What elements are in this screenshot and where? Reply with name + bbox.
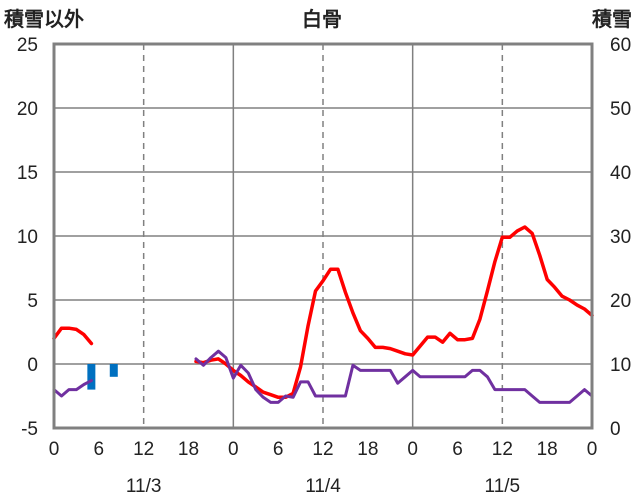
plot-border [52,42,594,430]
x-tick-label: 18 [537,439,558,460]
right-tick-label: 40 [610,163,631,184]
left-tick-label: 15 [17,163,38,184]
right-tick-label: 20 [610,291,631,312]
x-tick-label: 18 [178,439,199,460]
x-tick-label: 6 [94,439,105,460]
x-tick-label: 6 [452,439,463,460]
left-axis-label: 積雪以外 [4,7,84,31]
series-line [194,225,594,400]
left-tick-label: 25 [17,35,38,56]
left-tick-label: 5 [27,291,38,312]
x-tick-label: 0 [228,439,239,460]
date-label: 11/5 [485,476,521,497]
x-tick-label: 12 [312,439,333,460]
x-tick-label: 18 [357,439,378,460]
series-line [52,379,93,398]
precip-bar [109,364,118,377]
x-tick-label: 0 [49,439,60,460]
x-tick-label: 0 [407,439,418,460]
right-tick-label: 50 [610,99,631,120]
date-label: 11/4 [305,476,341,497]
right-tick-label: 0 [610,419,621,440]
left-tick-label: -5 [21,419,38,440]
x-tick-label: 6 [273,439,284,460]
x-tick-label: 12 [492,439,513,460]
left-tick-label: 10 [17,227,38,248]
precip-bar [87,364,96,390]
grid [54,44,592,428]
left-tick-label: 20 [17,99,38,120]
chart-title: 白骨 [302,7,342,31]
x-tick-label: 12 [133,439,154,460]
right-axis-label: 積雪 [592,8,632,31]
series-line [194,349,594,404]
right-tick-label: 10 [610,355,631,376]
date-label: 11/3 [126,476,162,497]
series-line [52,326,94,346]
right-tick-label: 60 [610,35,631,56]
plot-frame [52,42,594,430]
right-tick-label: 30 [610,227,631,248]
x-tick-label: 0 [587,439,598,460]
precip-bars [87,364,118,390]
series-lines [52,225,594,404]
left-tick-label: 0 [27,355,38,376]
